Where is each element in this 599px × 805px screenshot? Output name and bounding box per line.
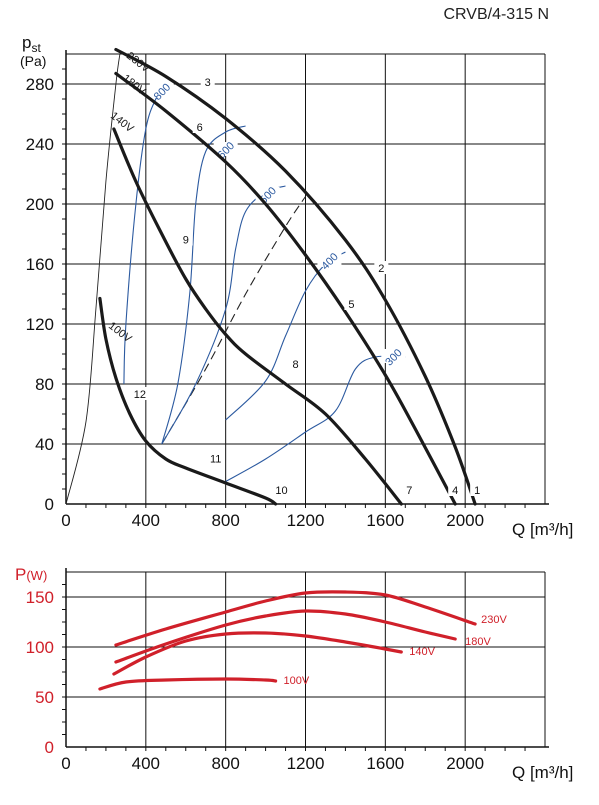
series-label-230v: 230V [481, 614, 507, 626]
series-line-180v [114, 609, 457, 664]
point-label-6: 6 [197, 122, 203, 134]
series-label-140v: 140V [409, 646, 435, 658]
rpm-label-bg [213, 142, 238, 156]
point-label-bg [402, 483, 417, 496]
series-line-230v [114, 590, 477, 647]
point-label-2: 2 [378, 263, 384, 275]
point-label-bg [192, 120, 207, 133]
x-tick-label: 800 [211, 511, 239, 530]
rpm-curve-600 [161, 125, 246, 445]
system-curves [65, 53, 306, 505]
y-axis-label-main: p [22, 33, 31, 52]
x-axis-label: Q [m³/h] [512, 520, 573, 539]
x-tick-label: 1200 [287, 754, 325, 773]
point-label-bg [178, 232, 193, 246]
point-label-3: 3 [205, 77, 211, 89]
x-tick-label: 0 [61, 511, 70, 530]
point-label-bg [374, 261, 389, 274]
x-tick-label: 1600 [366, 511, 404, 530]
series-label-140v: 140V [108, 110, 136, 136]
y-tick-label: 40 [35, 435, 54, 454]
grid [66, 53, 546, 504]
series-line-140v [112, 631, 403, 676]
y-tick-label: 150 [26, 588, 54, 607]
y-axis-unit: (Pa) [20, 53, 46, 69]
grid [66, 571, 546, 747]
y-tick-label: 50 [35, 688, 54, 707]
series-line-230v [114, 47, 477, 506]
y-axis-label-sub: st [31, 41, 41, 55]
point-label-bg [344, 297, 359, 310]
point-label-11: 11 [210, 454, 221, 466]
series-line-100v [98, 296, 278, 506]
series-line-100v [98, 677, 278, 691]
point-label-bg [448, 483, 463, 496]
x-tick-label: 400 [132, 754, 160, 773]
model-title: CRVB/4-315 N [443, 6, 549, 23]
y-axis-label: pst [22, 33, 41, 55]
y-tick-label: 120 [26, 315, 54, 334]
rpm-curve-400 [225, 251, 346, 421]
y-tick-label: 0 [45, 738, 54, 757]
rpm-curve-300 [225, 355, 406, 482]
point-label-bg [208, 451, 223, 465]
minor-ticks [62, 68, 526, 508]
y-axis-label-main: P [15, 565, 26, 584]
x-axis-label: Q [m³/h] [512, 763, 573, 782]
y-tick-label: 100 [26, 638, 54, 657]
series-label-180v: 180V [465, 636, 491, 648]
point-label-7: 7 [406, 485, 412, 497]
system-curve [65, 53, 121, 505]
series-line-140v [112, 127, 403, 506]
power-chart: 0 400 800 1200 1600 2000 0 50 100 150 Q [m³/h] P(W)… [15, 565, 573, 782]
x-tick-label: 1600 [366, 754, 404, 773]
x-tick-label: 1200 [287, 511, 325, 530]
y-axis-unit: (W) [26, 568, 47, 583]
minor-ticks [62, 584, 526, 751]
point-label-bg [470, 483, 485, 496]
point-label-5: 5 [348, 299, 354, 311]
point-label-9: 9 [183, 235, 189, 247]
y-tick-label: 80 [35, 375, 54, 394]
rpm-curve-500 [161, 185, 286, 445]
series-line-180v [114, 71, 457, 506]
y-tick-label: 160 [26, 255, 54, 274]
series-label-100v: 100V [284, 675, 310, 687]
rpm-label-bg [317, 253, 342, 267]
point-label-bg [132, 387, 147, 400]
point-label-4: 4 [452, 485, 458, 497]
x-tick-label: 800 [211, 754, 239, 773]
point-label-bg [274, 483, 289, 496]
point-label-10: 10 [275, 485, 287, 497]
rpm-curve-800 [123, 83, 167, 385]
point-label-12: 12 [134, 389, 146, 401]
system-curve [161, 196, 306, 445]
x-tick-label: 2000 [446, 511, 484, 530]
x-tick-label: 400 [132, 511, 160, 530]
point-label-1: 1 [474, 485, 480, 497]
x-tick-label: 2000 [446, 754, 484, 773]
rpm-label-bg [381, 349, 406, 363]
series: 230V 180V 140V 100V [98, 590, 507, 691]
y-tick-label: 200 [26, 195, 54, 214]
point-label-8: 8 [292, 359, 298, 371]
y-tick-label: 280 [26, 75, 54, 94]
x-tick-label: 0 [61, 754, 70, 773]
y-tick-label: 240 [26, 135, 54, 154]
y-tick-label: 0 [45, 495, 54, 514]
pressure-chart: 0 400 800 1200 1600 2000 0 40 80 120 160 200 240 280 Q… [20, 33, 573, 539]
rpm-label-bg [149, 83, 174, 98]
point-label-bg [200, 75, 215, 88]
y-axis-label: P(W) [15, 565, 47, 584]
point-label-bg [288, 357, 303, 370]
